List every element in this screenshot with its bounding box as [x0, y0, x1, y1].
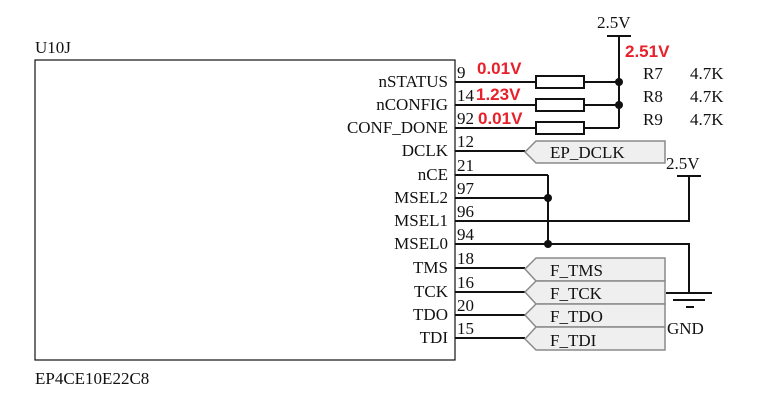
pin-tck: TCK 16	[414, 273, 525, 301]
pin-tms: TMS 18	[413, 249, 525, 277]
pin-number: 15	[457, 319, 474, 338]
port-label: F_TDI	[550, 331, 597, 350]
resistor-r7	[535, 75, 619, 89]
resistor-value: 4.7K	[690, 87, 724, 106]
measurement-rail: 2.51V	[625, 42, 670, 61]
pin-number: 94	[457, 225, 475, 244]
port-f-tck	[523, 280, 666, 305]
resistor-r9	[535, 121, 619, 135]
port-label: F_TMS	[550, 261, 603, 280]
pin-name: nCONFIG	[376, 95, 448, 114]
pin-msel1: MSEL1 96	[394, 202, 474, 230]
pin-dclk: DCLK 12	[402, 132, 525, 160]
port-label: EP_DCLK	[550, 143, 625, 162]
pin-name: MSEL1	[394, 211, 448, 230]
pin-name: MSEL0	[394, 234, 448, 253]
port-ep-dclk	[523, 140, 666, 164]
pin-number: 14	[457, 86, 475, 105]
pin-number: 92	[457, 109, 474, 128]
pin-name: DCLK	[402, 141, 449, 160]
measurement-nconfig: 1.23V	[476, 85, 521, 104]
power-label-msel: 2.5V	[666, 154, 700, 173]
port-label: F_TDO	[550, 307, 603, 326]
pin-tdo: TDO 20	[413, 296, 525, 324]
pin-number: 12	[457, 132, 474, 151]
resistor-value: 4.7K	[690, 64, 724, 83]
pin-conf_done: CONF_DONE 92	[347, 109, 536, 137]
chip-body	[34, 59, 456, 361]
pin-number: 20	[457, 296, 474, 315]
port-label: F_TCK	[550, 284, 603, 303]
pin-number: 21	[457, 156, 474, 175]
resistor-r8	[535, 98, 619, 112]
port-f-tdi	[523, 326, 666, 351]
pin-number: 16	[457, 273, 474, 292]
chip-ref: U10J	[35, 38, 71, 57]
msel-wiring	[455, 175, 712, 308]
pin-nconfig: nCONFIG 14	[376, 86, 536, 114]
pin-number: 18	[457, 249, 474, 268]
resistor-value: 4.7K	[690, 110, 724, 129]
pin-number: 96	[457, 202, 474, 221]
chip-part: EP4CE10E22C8	[35, 369, 149, 388]
pin-name: MSEL2	[394, 188, 448, 207]
pin-msel2: MSEL2 97	[394, 179, 548, 207]
pin-nce: nCE 21	[418, 156, 548, 184]
pin-name: TDI	[420, 328, 449, 347]
pin-nstatus: nSTATUS 9	[379, 63, 536, 91]
pin-name: TCK	[414, 282, 449, 301]
measurement-conf-done: 0.01V	[478, 109, 523, 128]
resistor-ref: R8	[643, 87, 663, 106]
pin-number: 97	[457, 179, 475, 198]
pin-number: 9	[457, 63, 466, 82]
resistor-ref: R9	[643, 110, 663, 129]
pin-name: CONF_DONE	[347, 118, 448, 137]
resistor-ref: R7	[643, 64, 663, 83]
gnd-label: GND	[667, 319, 704, 338]
pin-name: TMS	[413, 258, 448, 277]
pin-name: nSTATUS	[379, 72, 449, 91]
pin-msel0: MSEL0 94	[394, 225, 548, 253]
measurement-nstatus: 0.01V	[477, 59, 522, 78]
port-f-tms	[523, 257, 666, 282]
port-f-tdo	[523, 303, 666, 328]
pin-name: TDO	[413, 305, 448, 324]
power-label-top: 2.5V	[597, 13, 631, 32]
pin-name: nCE	[418, 165, 448, 184]
pullup-network	[535, 35, 631, 135]
pin-tdi: TDI 15	[420, 319, 525, 347]
pin-list: nSTATUS 9 nCONFIG 14 CONF_DONE 92 DCLK 12 nCE 21 M…	[347, 63, 548, 347]
junction-dot	[544, 194, 552, 202]
